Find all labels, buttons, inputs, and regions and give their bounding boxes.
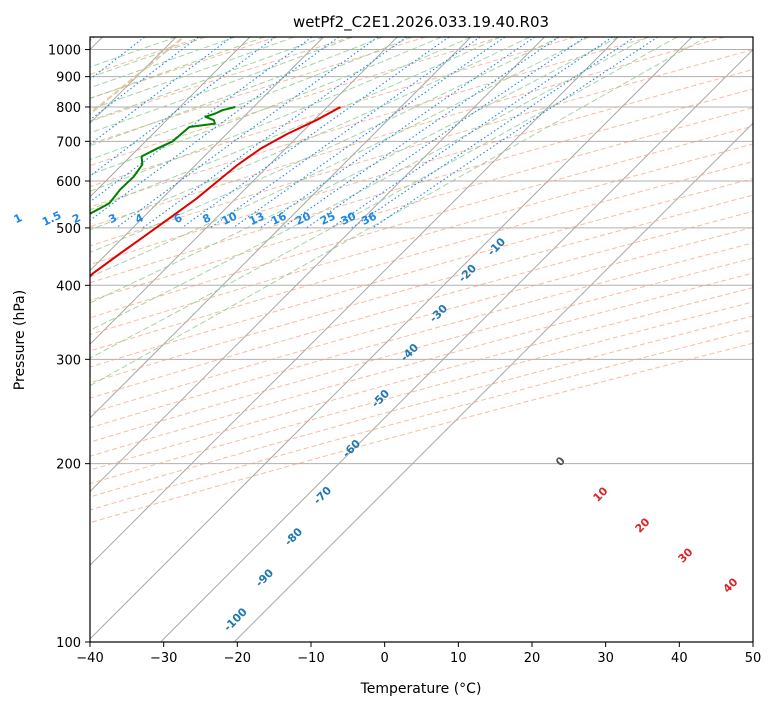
dry-adiabat-line bbox=[90, 257, 753, 443]
moist-adiabat-line bbox=[90, 37, 501, 211]
y-axis-label: Pressure (hPa) bbox=[12, 290, 28, 390]
moist-adiabat-line bbox=[90, 37, 265, 99]
mixing-ratio-line bbox=[142, 37, 408, 229]
x-tick-label: −20 bbox=[224, 651, 251, 666]
moist-adiabat-line bbox=[90, 37, 560, 253]
y-tick-label: 200 bbox=[56, 458, 81, 473]
isotherm-line bbox=[90, 37, 693, 640]
mixing-ratio-line bbox=[115, 37, 379, 229]
plot-frame bbox=[89, 36, 754, 643]
dry-adiabat-line bbox=[90, 37, 351, 123]
dry-adiabat-line bbox=[90, 342, 753, 524]
moist-adiabat-line bbox=[90, 37, 442, 176]
mixing-ratio-label: 13 bbox=[247, 210, 266, 228]
y-tick-label: 800 bbox=[56, 101, 81, 116]
mixing-ratio-label: 10 bbox=[220, 209, 240, 227]
mixing-ratio-label: 25 bbox=[318, 210, 337, 228]
x-axis-label: Temperature (°C) bbox=[360, 681, 482, 697]
mixing-ratio-line bbox=[90, 37, 199, 121]
dry-adiabat-line bbox=[90, 37, 576, 188]
x-tick-label: 50 bbox=[745, 651, 762, 666]
isotherm-line bbox=[160, 48, 753, 642]
mixing-ratio-label: 30 bbox=[339, 209, 359, 227]
x-tick-label: 10 bbox=[450, 651, 467, 666]
y-tick-label: 300 bbox=[56, 353, 81, 368]
dry-adiabat-line bbox=[90, 107, 753, 301]
mixing-ratio-label: 20 bbox=[293, 209, 313, 227]
moist-adiabat-line bbox=[90, 37, 383, 147]
dry-adiabat-line bbox=[90, 210, 753, 399]
dry-adiabat-line bbox=[90, 301, 753, 485]
mixing-ratio-line bbox=[90, 37, 339, 222]
isotherm-line bbox=[90, 37, 472, 419]
dewpoint-profile bbox=[90, 106, 236, 215]
x-tick-label: 0 bbox=[381, 651, 389, 666]
isotherm-line bbox=[90, 37, 398, 345]
moist-adiabat-line bbox=[90, 37, 236, 89]
y-tick-label: 1000 bbox=[48, 44, 81, 59]
moist-adiabat-line bbox=[90, 37, 531, 231]
y-tick-label: 700 bbox=[56, 135, 81, 150]
mixing-ratio-line bbox=[282, 37, 560, 229]
mixing-ratio-line bbox=[90, 37, 232, 146]
dry-adiabat-line bbox=[90, 242, 753, 429]
y-tick-label: 900 bbox=[56, 71, 81, 86]
curve-layer bbox=[90, 106, 341, 278]
dry-adiabat-line bbox=[90, 68, 753, 266]
isotherm-line bbox=[233, 122, 753, 642]
moist-adiabat-line bbox=[90, 37, 648, 331]
dry-adiabat-line bbox=[90, 125, 753, 319]
y-tick-label: 100 bbox=[56, 636, 81, 651]
dry-adiabat-line bbox=[90, 287, 753, 471]
grid-layer bbox=[90, 37, 753, 642]
x-tick-label: −30 bbox=[150, 651, 177, 666]
y-tick-label: 400 bbox=[56, 279, 81, 294]
moist-adiabat-line bbox=[90, 37, 707, 387]
dry-adiabat-line bbox=[90, 160, 753, 352]
chart-title: wetPf2_C2E1.2026.033.19.40.R03 bbox=[293, 13, 549, 32]
moist-adiabat-line bbox=[90, 37, 590, 278]
y-tick-label: 600 bbox=[56, 175, 81, 190]
moist-adiabat-line bbox=[90, 37, 619, 304]
mixing-ratio-label: 16 bbox=[269, 209, 289, 227]
dry-adiabat-line bbox=[90, 329, 753, 511]
tick-layer: −40 −30 −20 −10 0 10 20 30 40 50 1000 900 800 700 600 5… bbox=[48, 44, 761, 666]
temperature-profile bbox=[90, 106, 341, 278]
dry-adiabat-line bbox=[90, 37, 725, 228]
isotherm-line bbox=[90, 37, 324, 272]
x-tick-label: 40 bbox=[671, 651, 688, 666]
isotherm-line bbox=[90, 37, 619, 566]
mixing-ratio-line bbox=[209, 37, 481, 229]
moist-adiabat-line bbox=[90, 37, 413, 161]
dry-adiabat-line bbox=[90, 315, 753, 498]
dry-adiabat-line bbox=[90, 272, 753, 457]
x-tick-label: −40 bbox=[76, 651, 103, 666]
dry-adiabat-line bbox=[90, 37, 501, 167]
mixing-ratio-label: 36 bbox=[359, 209, 379, 227]
mixing-ratio-line bbox=[372, 37, 659, 229]
mixing-ratio-line bbox=[351, 37, 636, 229]
dry-adiabat-line bbox=[90, 226, 753, 414]
moist-adiabat-line bbox=[90, 37, 354, 134]
x-tick-label: −10 bbox=[297, 651, 324, 666]
dry-adiabat-line bbox=[90, 37, 650, 208]
mixing-ratio-line bbox=[181, 37, 450, 229]
moist-adiabat-line bbox=[90, 37, 678, 359]
lcl-curve bbox=[90, 37, 185, 116]
y-tick-label: 500 bbox=[56, 222, 81, 237]
x-tick-label: 20 bbox=[524, 651, 541, 666]
mixing-ratio-line bbox=[232, 37, 506, 229]
x-tick-label: 30 bbox=[597, 651, 614, 666]
